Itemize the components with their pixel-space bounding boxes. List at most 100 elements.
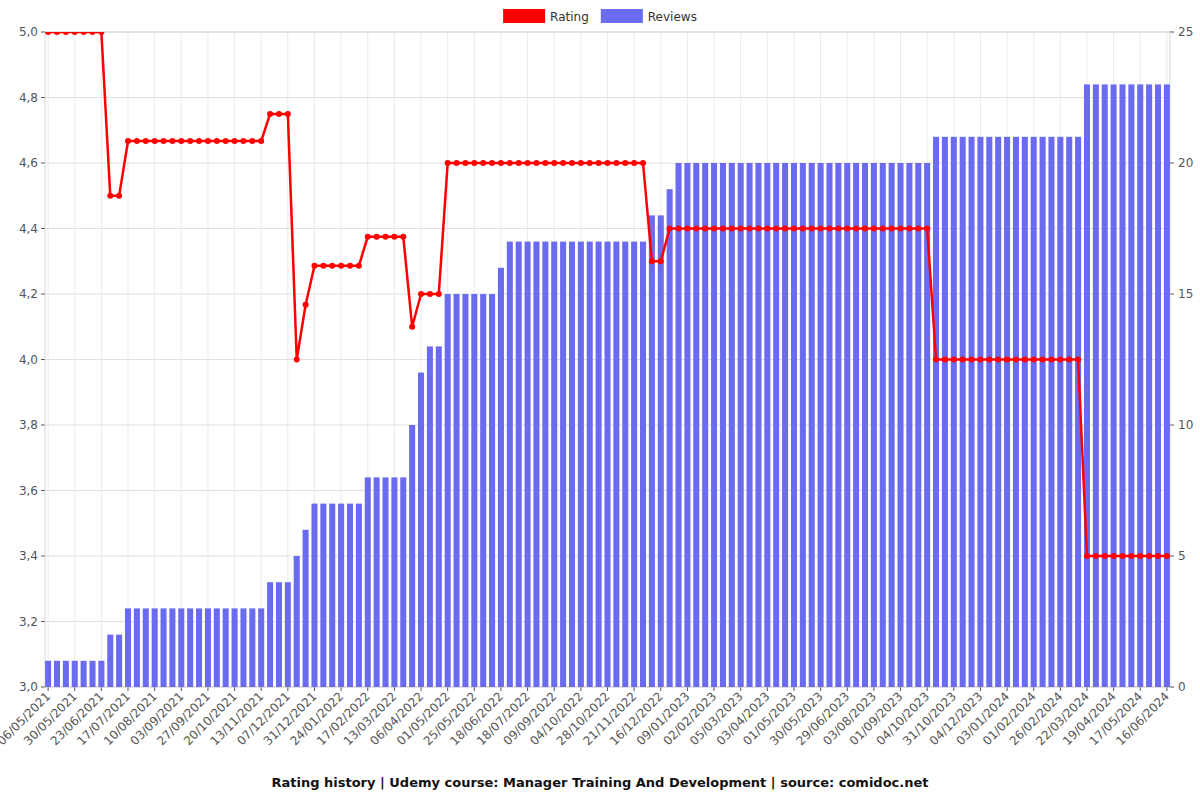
point [862,226,868,232]
bar [445,294,451,687]
y-tick-label: 3,2 [19,615,38,629]
bar [684,163,690,687]
point [720,226,726,232]
bar [329,504,335,687]
point [542,160,548,166]
y-tick-label: 4,6 [19,156,38,170]
tick [41,97,45,98]
tick [474,687,475,691]
tick [181,687,182,691]
point [605,160,611,166]
bar [311,504,317,687]
point [1075,357,1081,363]
legend: Rating Reviews [503,9,697,24]
tick [41,490,45,491]
point [613,160,619,166]
point [445,160,451,166]
tick [927,687,928,691]
point [649,258,655,264]
bar [1004,137,1010,687]
point [587,160,593,166]
bar [1111,84,1117,687]
grid-line [181,32,182,687]
point [409,324,415,330]
point [1084,553,1090,559]
point [880,226,886,232]
bar [809,163,815,687]
point [711,226,717,232]
bar [525,242,531,687]
bar [560,242,566,687]
point [942,357,948,363]
tick [394,687,395,691]
bar [969,137,975,687]
point [1093,553,1099,559]
tick [740,687,741,691]
y-tick-label: 4,8 [19,91,38,105]
bar [187,608,193,687]
legend-swatch [503,9,545,23]
bar [906,163,912,687]
grid-line [207,32,208,687]
bar [258,608,264,687]
bar [631,242,637,687]
bar [391,477,397,687]
point [551,160,557,166]
tick [847,687,848,691]
bar [915,163,921,687]
point [462,160,468,166]
y2-tick-label: 10 [1178,418,1193,432]
point [1066,357,1072,363]
point [311,263,317,269]
tick [1140,687,1141,691]
tick [1007,687,1008,691]
legend-item: Reviews [601,9,697,24]
point [320,263,326,269]
bar [853,163,859,687]
bar [72,661,78,687]
bar [454,294,460,687]
tick [261,687,262,691]
bar [604,242,610,687]
bar [702,163,708,687]
bar [471,294,477,687]
bar [134,608,140,687]
point [569,160,575,166]
point [791,226,797,232]
bar [1048,137,1054,687]
point [1128,553,1134,559]
point [818,226,824,232]
legend-item: Rating [503,9,589,24]
point [826,226,832,232]
tick [1086,687,1087,691]
tick [41,294,45,295]
tick [207,687,208,691]
bar [125,608,131,687]
tick [41,163,45,164]
point [240,138,246,144]
tick [607,687,608,691]
grid-line [154,32,155,687]
data [45,32,1170,687]
tick [234,687,235,691]
point [72,32,78,35]
bar [418,373,424,687]
bar [1137,84,1143,687]
grid-line [101,32,102,687]
point [116,193,122,199]
point [977,357,983,363]
point [400,234,406,240]
bar [542,242,548,687]
point [418,291,424,297]
point [631,160,637,166]
bar [782,163,788,687]
bar [720,163,726,687]
bar [1022,137,1028,687]
point [303,302,309,308]
point [1155,553,1161,559]
legend-label: Rating [550,10,589,24]
point [134,138,140,144]
bar [294,556,300,687]
tick [953,687,954,691]
legend-swatch [601,9,643,23]
